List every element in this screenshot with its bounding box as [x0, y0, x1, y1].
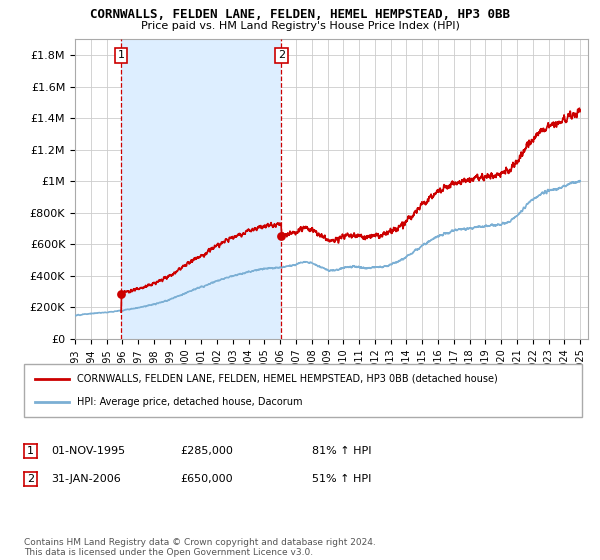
- Bar: [121, 39, 281, 339]
- Text: Contains HM Land Registry data © Crown copyright and database right 2024.
This d: Contains HM Land Registry data © Crown c…: [24, 538, 376, 557]
- Text: 2: 2: [278, 50, 285, 60]
- Text: 81% ↑ HPI: 81% ↑ HPI: [312, 446, 371, 456]
- Point: [277, 232, 286, 241]
- Text: Price paid vs. HM Land Registry's House Price Index (HPI): Price paid vs. HM Land Registry's House …: [140, 21, 460, 31]
- FancyBboxPatch shape: [24, 364, 582, 417]
- Text: HPI: Average price, detached house, Dacorum: HPI: Average price, detached house, Daco…: [77, 397, 302, 407]
- Point: [116, 290, 126, 298]
- Text: £285,000: £285,000: [180, 446, 233, 456]
- Text: 2: 2: [27, 474, 34, 484]
- Text: 01-NOV-1995: 01-NOV-1995: [51, 446, 125, 456]
- Text: CORNWALLS, FELDEN LANE, FELDEN, HEMEL HEMPSTEAD, HP3 0BB (detached house): CORNWALLS, FELDEN LANE, FELDEN, HEMEL HE…: [77, 374, 498, 384]
- Text: £650,000: £650,000: [180, 474, 233, 484]
- Text: 1: 1: [27, 446, 34, 456]
- Text: CORNWALLS, FELDEN LANE, FELDEN, HEMEL HEMPSTEAD, HP3 0BB: CORNWALLS, FELDEN LANE, FELDEN, HEMEL HE…: [90, 8, 510, 21]
- Text: 1: 1: [118, 50, 125, 60]
- Text: 31-JAN-2006: 31-JAN-2006: [51, 474, 121, 484]
- Text: 51% ↑ HPI: 51% ↑ HPI: [312, 474, 371, 484]
